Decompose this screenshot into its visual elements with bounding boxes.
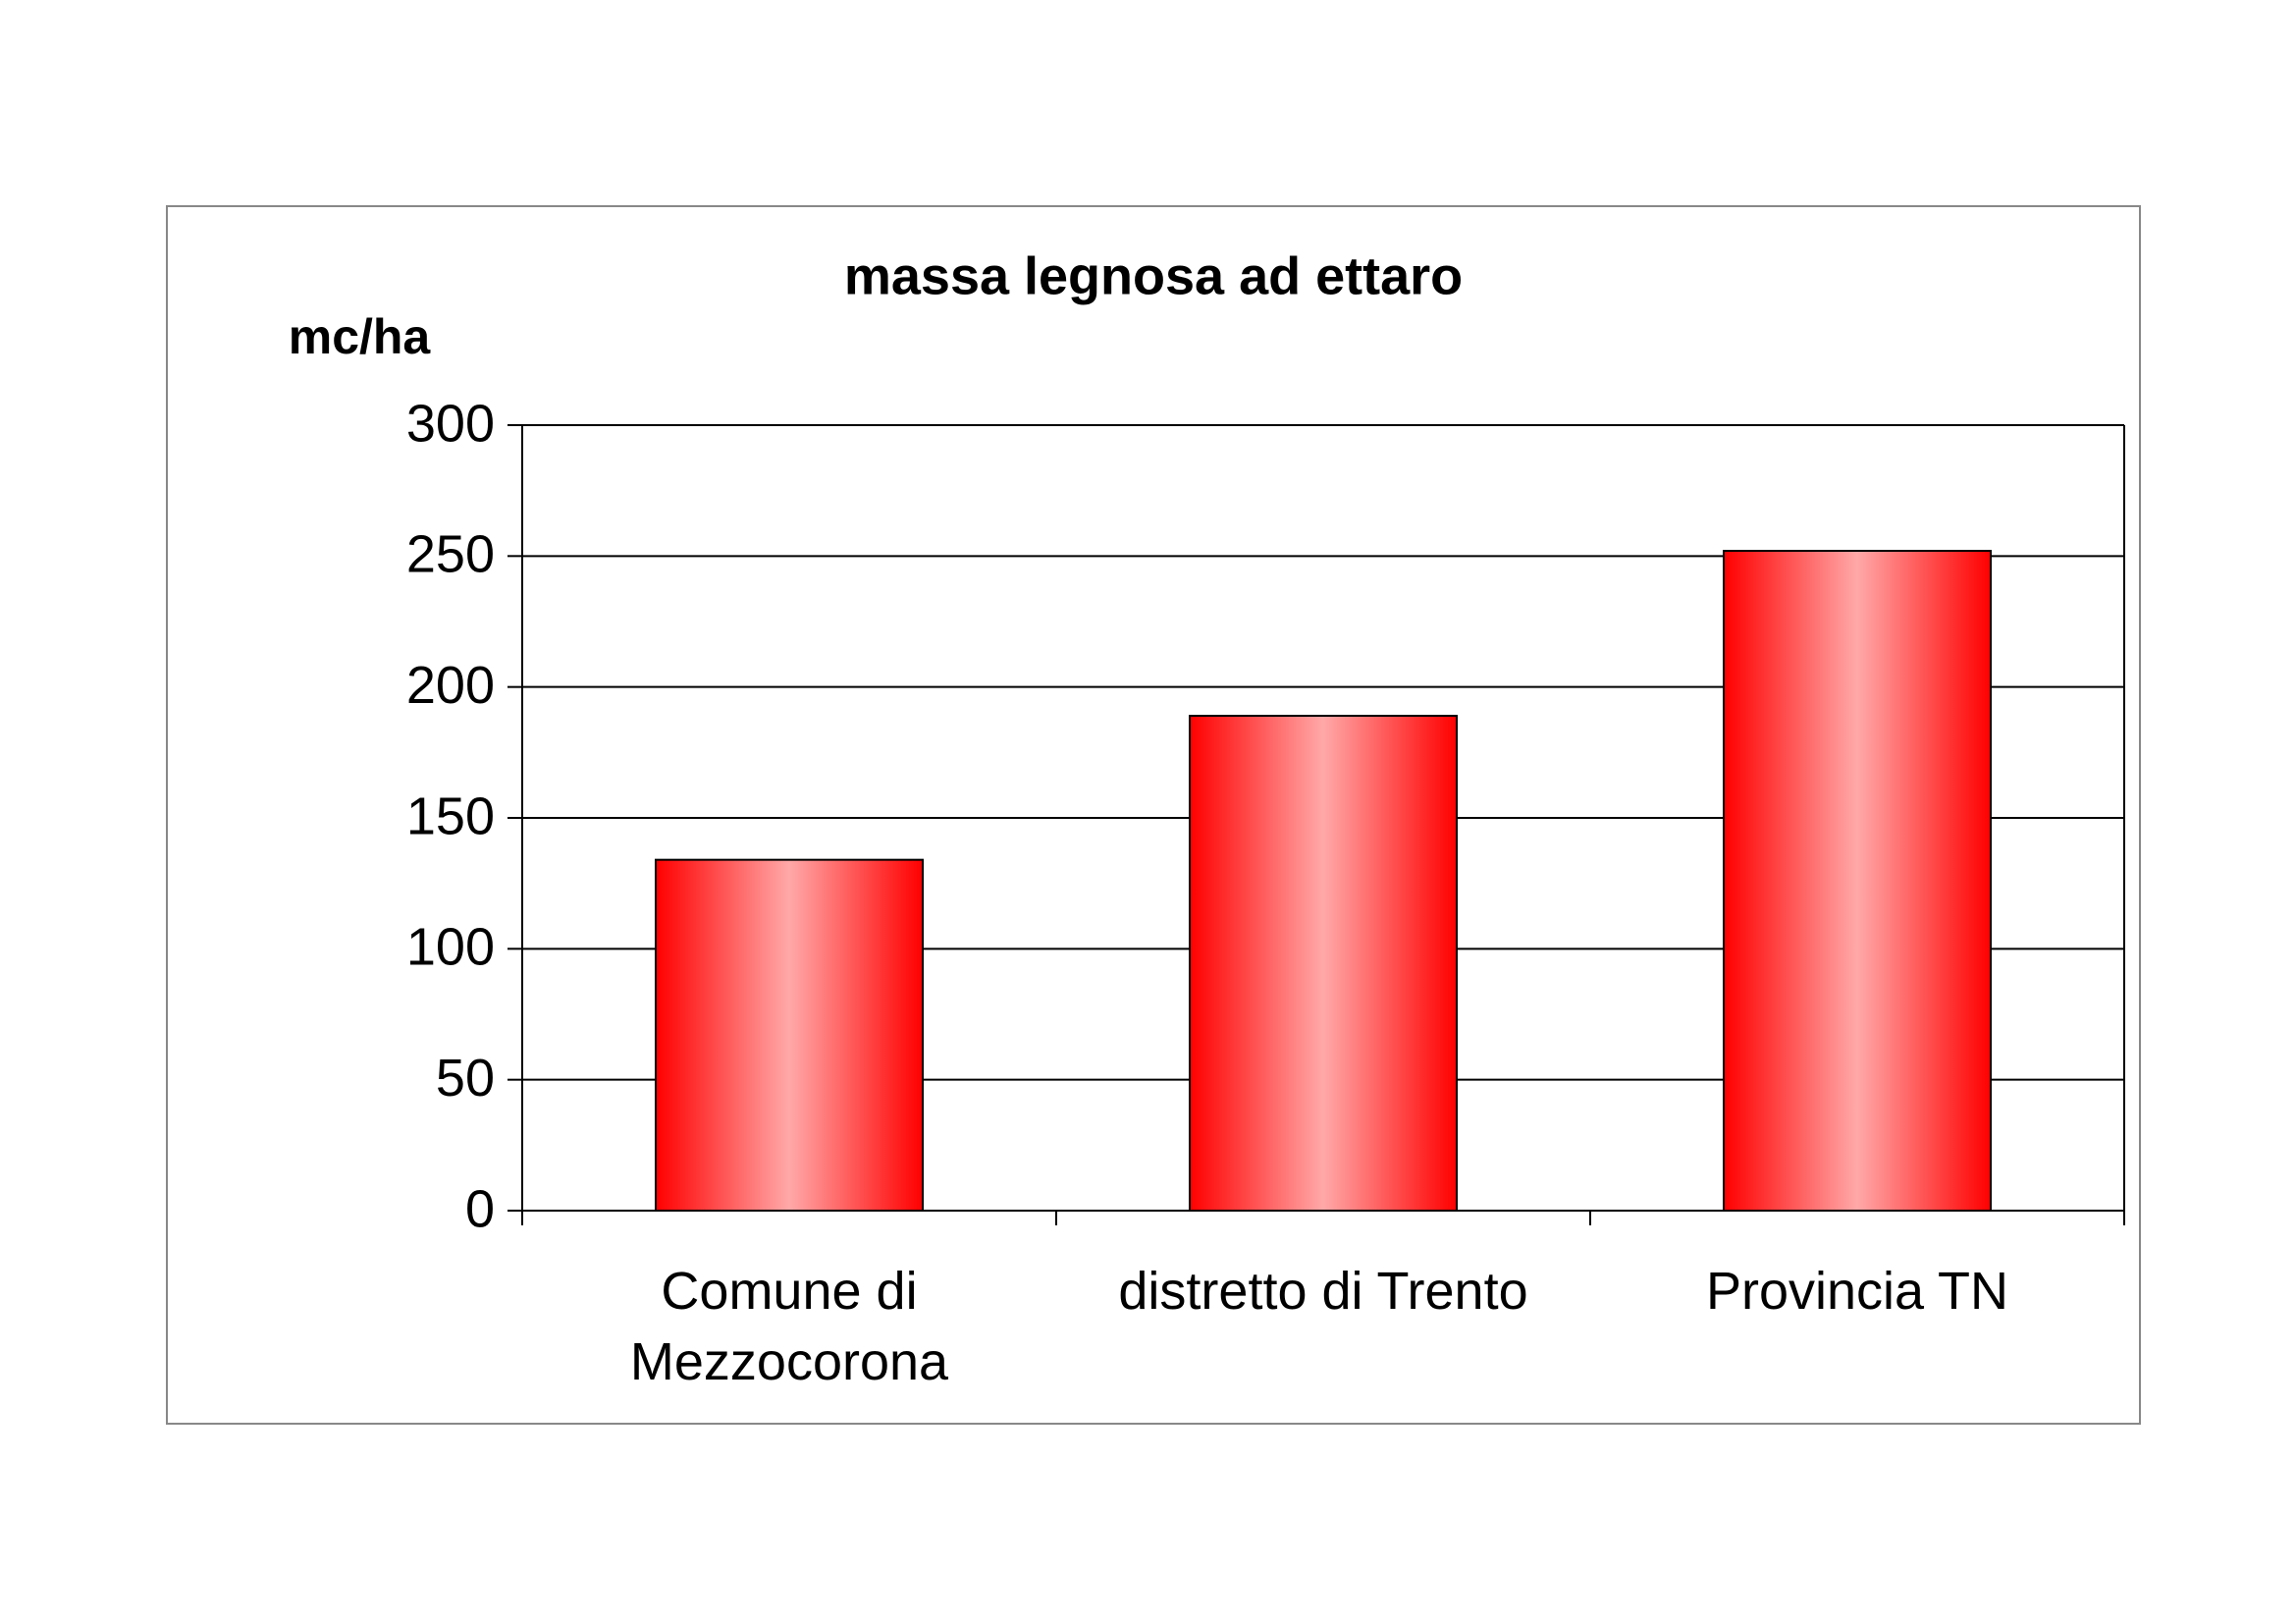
- x-tick-label: Comune di Mezzocorona: [629, 1262, 949, 1391]
- x-tick-label: distretto di Trento: [1118, 1262, 1528, 1321]
- chart-title: massa legnosa ad ettaro: [844, 246, 1463, 305]
- y-tick-label: 200: [406, 656, 495, 715]
- y-tick-label: 100: [406, 918, 495, 977]
- x-tick-label: Provincia TN: [1705, 1262, 2009, 1321]
- bar-shine: [655, 858, 924, 1213]
- y-tick-label: 300: [406, 394, 495, 453]
- bar-shine: [1723, 550, 1992, 1212]
- y-tick-label: 50: [436, 1049, 495, 1108]
- y-axis-label: mc/ha: [289, 309, 432, 364]
- y-tick-label: 150: [406, 786, 495, 845]
- bar-shine: [1189, 715, 1458, 1212]
- y-tick-label: 250: [406, 525, 495, 584]
- y-tick-label: 0: [465, 1179, 495, 1238]
